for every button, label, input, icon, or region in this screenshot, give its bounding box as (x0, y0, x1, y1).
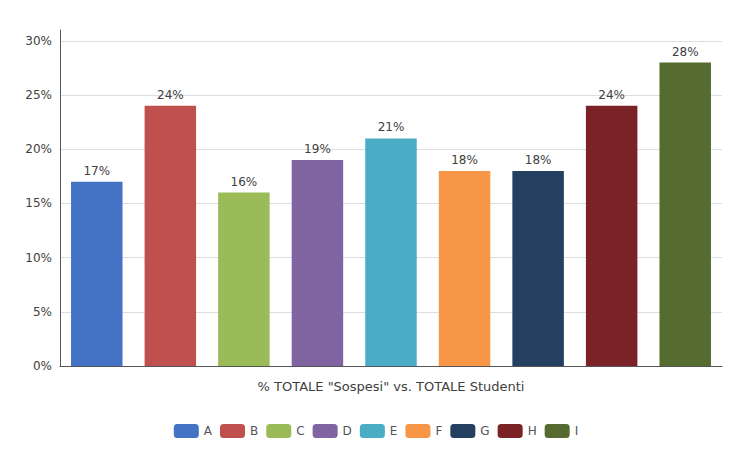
svg-text:B: B (250, 424, 258, 438)
svg-text:C: C (296, 424, 304, 438)
svg-text:25%: 25% (25, 88, 52, 102)
svg-text:24%: 24% (157, 88, 184, 102)
svg-text:17%: 17% (83, 164, 110, 178)
svg-text:E: E (390, 424, 398, 438)
svg-text:28%: 28% (672, 45, 699, 59)
svg-text:D: D (343, 424, 352, 438)
svg-text:% TOTALE "Sospesi" vs. TOTALE: % TOTALE "Sospesi" vs. TOTALE Studenti (258, 379, 525, 394)
svg-text:0%: 0% (33, 359, 52, 373)
svg-text:5%: 5% (33, 305, 52, 319)
svg-text:20%: 20% (25, 142, 52, 156)
svg-text:16%: 16% (231, 175, 258, 189)
svg-text:F: F (435, 424, 442, 438)
svg-text:15%: 15% (25, 196, 52, 210)
svg-text:H: H (528, 424, 537, 438)
svg-text:18%: 18% (451, 153, 478, 167)
svg-text:G: G (480, 424, 489, 438)
svg-text:I: I (575, 424, 579, 438)
svg-text:21%: 21% (378, 120, 405, 134)
svg-text:24%: 24% (598, 88, 625, 102)
svg-text:30%: 30% (25, 34, 52, 48)
svg-text:10%: 10% (25, 251, 52, 265)
svg-text:18%: 18% (525, 153, 552, 167)
svg-text:A: A (204, 424, 213, 438)
svg-text:19%: 19% (304, 142, 331, 156)
